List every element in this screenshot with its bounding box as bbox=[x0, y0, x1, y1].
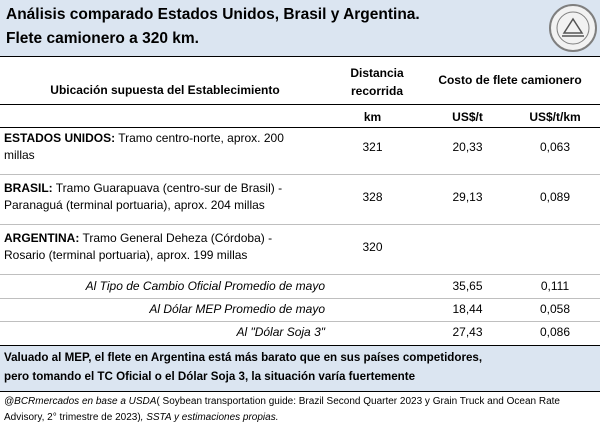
location-text: Tramo General Deheza (Córdoba) - bbox=[79, 231, 273, 245]
km-cell: 328 bbox=[362, 190, 383, 204]
usd-t-km-cell: 0,111 bbox=[540, 279, 570, 293]
rule bbox=[0, 391, 600, 392]
usd-t-km-cell: 0,058 bbox=[539, 302, 571, 316]
country: BRASIL: bbox=[4, 181, 53, 195]
sub-label: Al Tipo de Cambio Oficial Promedio de ma… bbox=[85, 279, 325, 293]
rule bbox=[0, 345, 600, 346]
source-part: ( Soybean transportation guide: Brazil S… bbox=[4, 396, 560, 423]
location-text: Tramo Guarapuava (centro-sur de Brasil) … bbox=[52, 181, 283, 195]
title-line: Flete camionero a 320 km. bbox=[6, 30, 199, 47]
km-cell: 321 bbox=[362, 140, 383, 154]
usd-t-cell: 18,44 bbox=[452, 302, 483, 316]
location-cell: ESTADOS UNIDOS: Tramo centro-norte, apro… bbox=[4, 130, 334, 164]
country: ESTADOS UNIDOS: bbox=[4, 131, 116, 145]
sub-label: Al Dólar MEP Promedio de mayo bbox=[149, 302, 325, 316]
usd-t-cell: 35,65 bbox=[452, 279, 483, 293]
source-part: @BCRmercados en base a USDA bbox=[4, 396, 157, 407]
title-line: Análisis comparado Estados Unidos, Brasi… bbox=[6, 6, 420, 23]
title-band bbox=[0, 0, 600, 56]
row-rule bbox=[0, 274, 600, 275]
km-cell: 320 bbox=[362, 240, 383, 254]
usd-t-km-cell: 0,086 bbox=[539, 325, 571, 339]
column-header: Ubicación supuesta del Establecimiento bbox=[50, 83, 280, 97]
location-text: Paranaguá (terminal portuaria), aprox. 2… bbox=[4, 198, 265, 212]
location-cell: BRASIL: Tramo Guarapuava (centro-sur de … bbox=[4, 180, 334, 214]
column-header: Costo de flete camionero bbox=[438, 73, 582, 87]
column-header: Distancia recorrida bbox=[350, 66, 404, 98]
row-rule bbox=[0, 174, 600, 175]
row-rule bbox=[0, 321, 600, 322]
sub-label: Al "Dólar Soja 3" bbox=[236, 325, 325, 339]
rule bbox=[0, 104, 600, 105]
conclusion-line: Valuado al MEP, el flete en Argentina es… bbox=[4, 351, 483, 364]
usd-t-km-cell: 0,089 bbox=[539, 190, 571, 204]
usd-t-cell: 29,13 bbox=[452, 190, 483, 204]
location-text: Tramo centro-norte, aprox. 200 bbox=[115, 131, 284, 145]
unit-header: US$/t bbox=[452, 110, 483, 124]
source: @BCRmercados en base a USDA( Soybean tra… bbox=[4, 394, 594, 426]
location-text: millas bbox=[4, 148, 35, 162]
logo bbox=[549, 4, 597, 52]
unit-header: km bbox=[363, 110, 382, 124]
rule bbox=[0, 56, 600, 57]
unit-header: US$/t/km bbox=[529, 110, 581, 124]
conclusion-band bbox=[0, 345, 600, 392]
source-part: , SSTA y estimaciones propias. bbox=[140, 412, 279, 423]
rule bbox=[0, 127, 600, 128]
usd-t-cell: 20,33 bbox=[452, 140, 483, 154]
country: ARGENTINA: bbox=[4, 231, 80, 245]
row-rule bbox=[0, 224, 600, 225]
usd-t-km-cell: 0,063 bbox=[539, 140, 571, 154]
location-text: Rosario (terminal portuaria), aprox. 199… bbox=[4, 248, 248, 262]
conclusion-line: pero tomando el TC Oficial o el Dólar So… bbox=[4, 370, 416, 383]
location-cell: ARGENTINA: Tramo General Deheza (Córdoba… bbox=[4, 230, 334, 264]
row-rule bbox=[0, 298, 600, 299]
usd-t-cell: 27,43 bbox=[452, 325, 483, 339]
